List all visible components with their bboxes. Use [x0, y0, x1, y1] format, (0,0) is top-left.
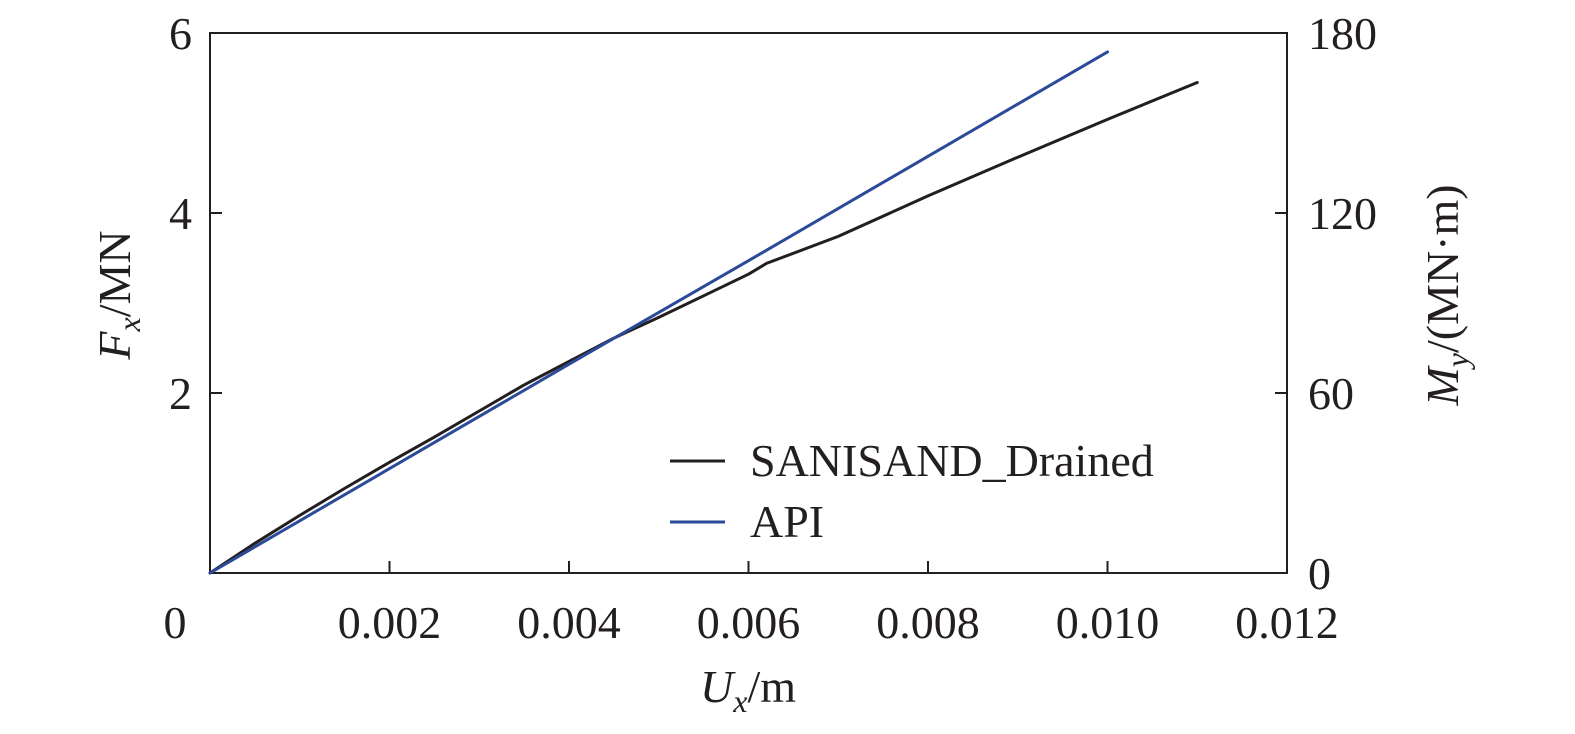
left-y-axis-label: Fx/MN — [89, 230, 147, 360]
series-layer — [208, 50, 1199, 575]
series-line-1 — [208, 50, 1109, 575]
x-axis-ticks: 0 0.002 0.004 0.006 0.008 0.010 0.012 — [164, 561, 1339, 648]
x-tick-label: 0.010 — [1056, 597, 1160, 648]
left-y-tick-label: 6 — [169, 8, 192, 59]
plot-frame — [209, 32, 1288, 574]
x-tick-label: 0 — [164, 597, 187, 648]
legend: SANISAND_Drained API — [670, 435, 1154, 547]
x-tick-label: 0.008 — [876, 597, 980, 648]
axes-layer — [209, 32, 1288, 574]
right-y-axis-label: My/(MN·m) — [1417, 184, 1475, 406]
legend-label-sanisand: SANISAND_Drained — [750, 435, 1154, 486]
x-tick-label: 0.012 — [1235, 597, 1339, 648]
left-y-axis-ticks: 2 4 6 — [169, 8, 222, 419]
right-y-tick-label: 120 — [1308, 188, 1377, 239]
series-line-0 — [208, 81, 1199, 575]
left-y-tick-label: 4 — [169, 188, 192, 239]
x-tick-label: 0.002 — [338, 597, 442, 648]
right-y-tick-label: 180 — [1308, 8, 1377, 59]
left-y-tick-label: 2 — [169, 368, 192, 419]
right-y-tick-label: 60 — [1308, 368, 1354, 419]
x-axis-label: Ux/m — [700, 661, 796, 719]
x-tick-label: 0.006 — [697, 597, 801, 648]
x-tick-label: 0.004 — [517, 597, 621, 648]
right-y-tick-label: 0 — [1308, 548, 1331, 599]
legend-label-api: API — [750, 496, 824, 547]
right-y-axis-ticks: 0 60 120 180 — [1275, 8, 1377, 599]
